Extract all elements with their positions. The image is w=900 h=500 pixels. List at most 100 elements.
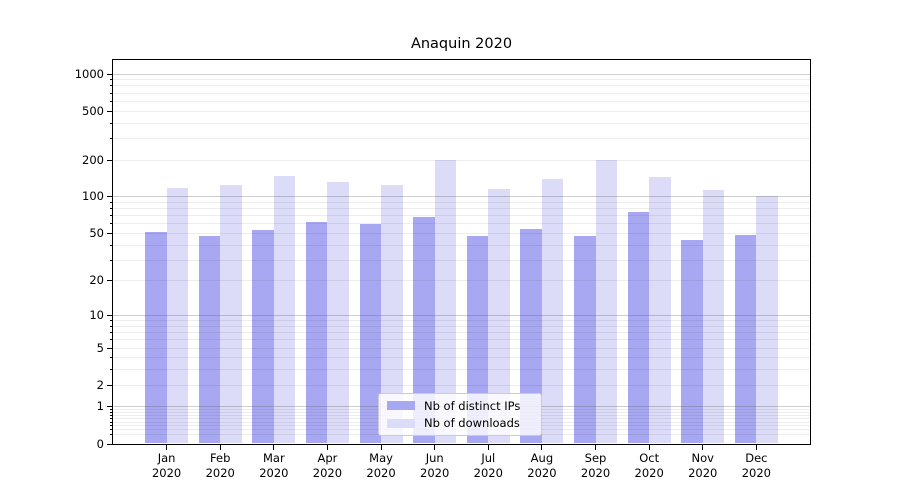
- y-minor-tick-600: [109, 100, 113, 102]
- x-label-year: 2020: [527, 465, 557, 480]
- x-tick-label-jul: Jul 2020: [462, 451, 516, 480]
- gridline-minor-300: [113, 137, 810, 139]
- bar-distinct-ips-sep: [574, 236, 596, 444]
- y-minor-tick-400: [109, 122, 113, 124]
- y-tick-0: [106, 443, 113, 445]
- x-tick-label-aug: Aug 2020: [515, 451, 569, 480]
- x-label-month: May: [369, 451, 393, 465]
- y-tick-2: [106, 384, 113, 386]
- y-tick-label-1: 1: [96, 399, 104, 414]
- y-tick-label-5: 5: [96, 340, 104, 355]
- bar-downloads-dec: [756, 196, 778, 444]
- bar-distinct-ips-feb: [198, 236, 221, 444]
- y-minor-tick-90: [109, 201, 113, 203]
- x-label-month: Jun: [425, 451, 444, 465]
- y-minor-tick-80: [109, 208, 113, 210]
- y-tick-label-20: 20: [89, 273, 104, 288]
- bar-downloads-may: [381, 184, 403, 444]
- x-tick-feb: [219, 443, 221, 450]
- x-label-month: Apr: [317, 451, 338, 465]
- x-tick-apr: [326, 443, 328, 450]
- x-label-month: Jan: [157, 451, 176, 465]
- x-tick-label-may: May 2020: [354, 451, 408, 480]
- y-minor-tick-9: [109, 320, 113, 322]
- bar-distinct-ips-aug: [520, 228, 542, 444]
- bar-downloads-oct: [649, 176, 671, 444]
- bar-distinct-ips-apr: [306, 222, 328, 444]
- x-label-year: 2020: [741, 465, 771, 480]
- x-tick-nov: [702, 443, 704, 450]
- y-tick-1000: [106, 73, 113, 75]
- y-minor-tick-70: [109, 215, 113, 217]
- x-label-year: 2020: [688, 465, 718, 480]
- x-tick-label-nov: Nov 2020: [676, 451, 730, 480]
- x-tick-jul: [487, 443, 489, 450]
- y-tick-200: [106, 159, 113, 161]
- legend-item-distinct-ips: Nb of distinct IPs: [387, 399, 533, 413]
- gridline-minor-200: [113, 159, 810, 161]
- x-label-month: Feb: [210, 451, 231, 465]
- y-minor-tick-0.30000000000000004: [109, 429, 113, 431]
- x-label-month: Jul: [481, 451, 496, 465]
- y-minor-tick-0.6000000000000001: [109, 418, 113, 420]
- y-minor-tick-30: [109, 259, 113, 261]
- x-tick-jun: [434, 443, 436, 450]
- bar-downloads-nov: [702, 190, 725, 444]
- bar-downloads-feb: [220, 184, 242, 444]
- bar-distinct-ips-nov: [681, 239, 703, 444]
- x-tick-oct: [648, 443, 650, 450]
- x-label-year: 2020: [580, 465, 611, 480]
- bar-distinct-ips-jun: [413, 216, 435, 444]
- y-tick-label-10: 10: [89, 308, 104, 323]
- x-tick-label-oct: Oct 2020: [622, 451, 676, 480]
- y-tick-10: [106, 315, 113, 317]
- y-minor-tick-4: [109, 357, 113, 359]
- x-tick-may: [380, 443, 382, 450]
- bar-downloads-sep: [595, 159, 617, 444]
- bar-distinct-ips-mar: [252, 229, 274, 444]
- y-minor-tick-800: [109, 85, 113, 87]
- legend-item-downloads: Nb of downloads: [387, 416, 533, 430]
- y-tick-500: [106, 110, 113, 112]
- bar-distinct-ips-oct: [627, 212, 650, 444]
- x-label-year: 2020: [259, 465, 289, 480]
- bar-downloads-aug: [541, 178, 564, 444]
- gridline-minor-700: [113, 92, 810, 94]
- x-tick-label-dec: Dec 2020: [730, 451, 784, 480]
- x-label-year: 2020: [366, 465, 396, 480]
- bar-distinct-ips-jul: [466, 236, 489, 444]
- gridline-minor-500: [113, 110, 810, 112]
- x-label-month: Nov: [691, 451, 714, 465]
- x-tick-label-jun: Jun 2020: [408, 451, 462, 480]
- x-tick-label-sep: Sep 2020: [569, 451, 623, 480]
- bar-distinct-ips-may: [359, 224, 382, 444]
- x-label-month: Oct: [639, 451, 660, 465]
- y-tick-label-100: 100: [82, 189, 104, 204]
- legend: Nb of distinct IPs Nb of downloads: [378, 393, 542, 436]
- y-tick-label-1000: 1000: [74, 66, 104, 81]
- y-tick-5: [106, 347, 113, 349]
- x-label-month: Aug: [530, 451, 554, 465]
- x-tick-mar: [273, 443, 275, 450]
- x-label-year: 2020: [634, 465, 664, 480]
- y-minor-tick-40: [109, 244, 113, 246]
- bar-downloads-apr: [327, 181, 349, 444]
- gridline-minor-600: [113, 100, 810, 102]
- x-tick-label-feb: Feb 2020: [193, 451, 247, 480]
- x-label-month: Sep: [584, 451, 607, 465]
- gridline-minor-400: [113, 122, 810, 124]
- x-label-month: Dec: [745, 451, 768, 465]
- x-label-year: 2020: [420, 465, 450, 480]
- x-label-year: 2020: [205, 465, 235, 480]
- y-minor-tick-0.5: [109, 421, 113, 423]
- x-label-year: 2020: [473, 465, 503, 480]
- y-tick-label-50: 50: [89, 225, 104, 240]
- y-tick-label-0: 0: [96, 436, 104, 451]
- y-tick-20: [106, 280, 113, 282]
- y-minor-tick-0.9: [109, 409, 113, 411]
- y-minor-tick-3: [109, 369, 113, 371]
- y-minor-tick-0.2: [109, 433, 113, 435]
- y-minor-tick-0.8: [109, 412, 113, 414]
- bar-downloads-jul: [488, 189, 510, 444]
